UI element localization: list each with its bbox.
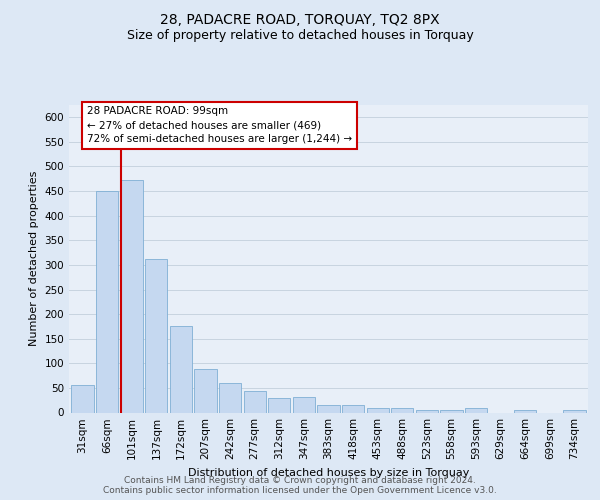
- X-axis label: Distribution of detached houses by size in Torquay: Distribution of detached houses by size …: [188, 468, 469, 478]
- Bar: [563, 410, 586, 412]
- Bar: [71, 386, 94, 412]
- Bar: [293, 397, 315, 412]
- Bar: [219, 384, 241, 412]
- Y-axis label: Number of detached properties: Number of detached properties: [29, 171, 39, 346]
- Bar: [342, 405, 364, 412]
- Bar: [391, 408, 413, 412]
- Bar: [367, 408, 389, 412]
- Text: Contains public sector information licensed under the Open Government Licence v3: Contains public sector information licen…: [103, 486, 497, 495]
- Bar: [194, 369, 217, 412]
- Text: Contains HM Land Registry data © Crown copyright and database right 2024.: Contains HM Land Registry data © Crown c…: [124, 476, 476, 485]
- Bar: [465, 408, 487, 412]
- Bar: [317, 405, 340, 412]
- Text: 28, PADACRE ROAD, TORQUAY, TQ2 8PX: 28, PADACRE ROAD, TORQUAY, TQ2 8PX: [160, 12, 440, 26]
- Text: Size of property relative to detached houses in Torquay: Size of property relative to detached ho…: [127, 29, 473, 42]
- Bar: [268, 398, 290, 412]
- Bar: [145, 260, 167, 412]
- Bar: [244, 392, 266, 412]
- Bar: [440, 410, 463, 412]
- Bar: [170, 326, 192, 412]
- Bar: [121, 180, 143, 412]
- Bar: [514, 410, 536, 412]
- Bar: [96, 191, 118, 412]
- Bar: [416, 410, 438, 412]
- Text: 28 PADACRE ROAD: 99sqm
← 27% of detached houses are smaller (469)
72% of semi-de: 28 PADACRE ROAD: 99sqm ← 27% of detached…: [87, 106, 352, 144]
